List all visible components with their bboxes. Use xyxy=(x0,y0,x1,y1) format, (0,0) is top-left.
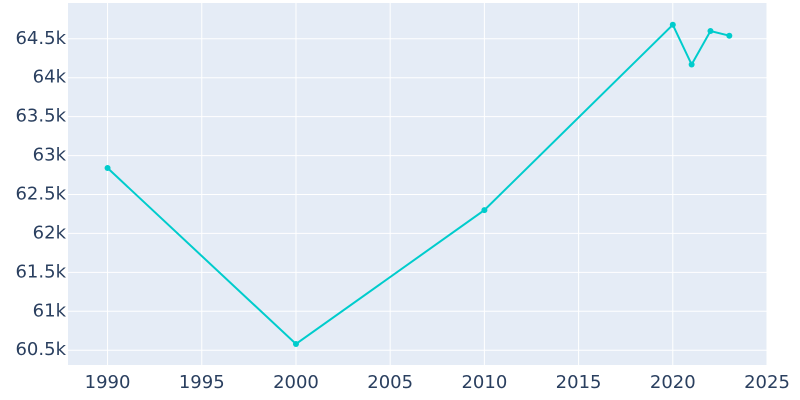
plot-area xyxy=(68,3,767,365)
y-tick-label: 61.5k xyxy=(15,261,66,282)
x-tick-label: 2025 xyxy=(744,372,790,393)
y-tick-label: 61k xyxy=(33,300,67,321)
point xyxy=(669,21,676,28)
x-tick-label: 1990 xyxy=(85,372,131,393)
x-tick-label: 1995 xyxy=(179,372,225,393)
point xyxy=(481,207,488,214)
y-tick-label: 63.5k xyxy=(15,106,66,127)
point xyxy=(104,165,111,172)
point xyxy=(726,32,733,39)
y-tick-label: 60.5k xyxy=(15,339,66,360)
x-tick-label: 2005 xyxy=(367,372,413,393)
x-tick-label: 2010 xyxy=(461,372,507,393)
y-tick-label: 62.5k xyxy=(15,184,66,205)
x-tick-label: 2020 xyxy=(650,372,696,393)
y-tick-label: 64k xyxy=(33,67,67,88)
point xyxy=(292,340,299,347)
y-tick-label: 63k xyxy=(33,145,67,166)
point xyxy=(707,28,714,35)
x-tick-label: 2015 xyxy=(556,372,602,393)
y-tick-label: 64.5k xyxy=(15,28,66,49)
y-tick-label: 62k xyxy=(33,222,67,243)
point xyxy=(688,61,695,68)
x-tick-label: 2000 xyxy=(273,372,319,393)
